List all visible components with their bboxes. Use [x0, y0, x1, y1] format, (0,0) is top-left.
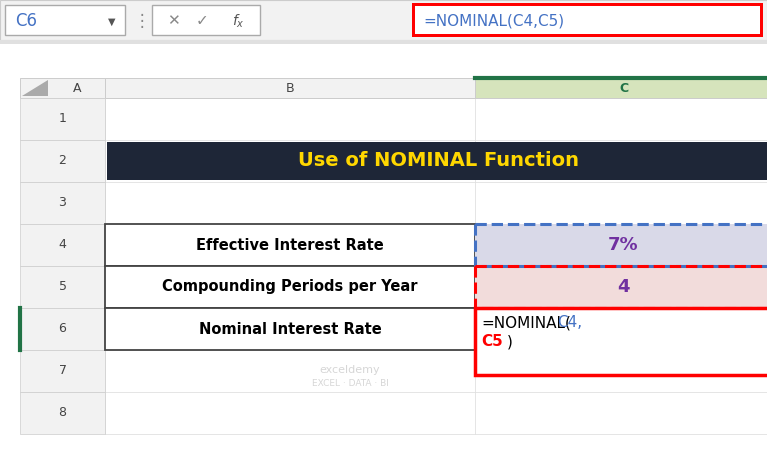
Text: 4: 4 [617, 278, 630, 296]
Text: B: B [285, 82, 295, 95]
Text: C4,: C4, [557, 315, 582, 330]
Bar [0, 0, 767, 40]
Bar [475, 224, 767, 266]
Bar [107, 142, 767, 180]
Text: A: A [74, 82, 82, 95]
Text: $f_x$: $f_x$ [232, 12, 245, 30]
Text: 1: 1 [58, 112, 67, 125]
Bar [152, 5, 260, 35]
Text: 7%: 7% [608, 236, 639, 254]
Text: Use of NOMINAL Function: Use of NOMINAL Function [298, 152, 579, 170]
Text: 2: 2 [58, 155, 67, 167]
Bar [475, 308, 767, 350]
Bar [475, 266, 767, 308]
Bar [475, 308, 767, 375]
Bar [0, 40, 767, 44]
Bar [475, 224, 767, 266]
Text: C6: C6 [15, 12, 37, 30]
Bar [475, 266, 767, 308]
Text: Nominal Interest Rate: Nominal Interest Rate [199, 322, 381, 336]
Text: 6: 6 [58, 322, 67, 336]
Text: ⋮: ⋮ [133, 12, 150, 30]
Bar [20, 98, 105, 140]
Text: 7: 7 [58, 364, 67, 377]
Bar [5, 5, 125, 35]
Text: =NOMINAL(C4,C5): =NOMINAL(C4,C5) [423, 14, 564, 28]
Bar [20, 308, 105, 350]
Text: exceldemy: exceldemy [320, 365, 380, 375]
Bar [20, 350, 105, 392]
Bar [20, 182, 105, 224]
Bar [105, 266, 475, 308]
Text: ✕: ✕ [166, 14, 179, 28]
Text: EXCEL · DATA · BI: EXCEL · DATA · BI [311, 379, 388, 388]
Text: C: C [619, 82, 628, 95]
Bar [412, 3, 763, 37]
Bar [475, 78, 767, 98]
Bar [105, 308, 475, 350]
Bar [20, 140, 105, 182]
Text: Effective Interest Rate: Effective Interest Rate [196, 238, 384, 253]
Text: C5: C5 [481, 334, 502, 349]
Text: 3: 3 [58, 197, 67, 210]
Bar [105, 78, 475, 98]
Text: =NOMINAL(: =NOMINAL( [481, 315, 571, 330]
Polygon shape [22, 80, 48, 96]
Text: Compounding Periods per Year: Compounding Periods per Year [163, 280, 418, 295]
Bar [20, 266, 105, 308]
Text: 4: 4 [58, 239, 67, 252]
Text: ): ) [507, 334, 513, 349]
Bar [20, 392, 105, 434]
Bar [20, 78, 105, 98]
Bar [20, 224, 105, 266]
Text: 5: 5 [58, 281, 67, 294]
Bar [0, 78, 767, 451]
Text: 8: 8 [58, 406, 67, 419]
Text: ✓: ✓ [196, 14, 209, 28]
Bar [415, 6, 760, 34]
Bar [105, 224, 475, 266]
Text: ▼: ▼ [108, 17, 116, 27]
